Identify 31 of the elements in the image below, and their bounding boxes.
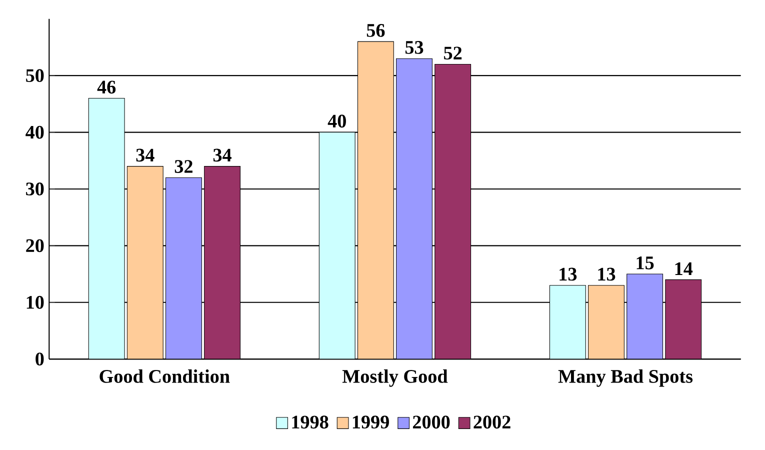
data-label: 13 [560, 268, 577, 281]
bar [434, 64, 472, 360]
data-label: 46 [97, 80, 116, 94]
x-tick-label: Many Bad Spots [558, 370, 693, 387]
data-label: 32 [174, 160, 192, 174]
data-label: 40 [328, 114, 346, 128]
data-label: 15 [636, 256, 654, 270]
legend-label: 2000 [412, 416, 450, 429]
data-label: 13 [598, 268, 616, 281]
y-tick-label: 10 [26, 296, 44, 309]
data-label: 14 [675, 262, 693, 276]
bar [357, 41, 394, 360]
data-label: 56 [366, 24, 385, 37]
y-tick-label: 20 [26, 239, 44, 252]
data-label: 34 [213, 148, 232, 162]
legend-label: 1999 [352, 416, 389, 429]
y-tick-label: 50 [26, 69, 44, 82]
data-label: 34 [136, 148, 154, 162]
bar [204, 166, 240, 360]
legend-label: 1998 [292, 416, 328, 429]
x-tick-label: Mostly Good [342, 370, 448, 387]
data-label: 52 [444, 46, 462, 60]
bar [665, 280, 702, 360]
y-tick-label: 40 [26, 126, 44, 139]
bar [588, 285, 624, 360]
bar [126, 166, 164, 360]
legend-label: 2002 [474, 416, 510, 429]
y-tick-label: 30 [26, 182, 44, 196]
y-tick-label: 0 [36, 352, 44, 366]
data-label: 53 [405, 41, 424, 54]
x-tick-label: Good Condition [100, 370, 230, 383]
